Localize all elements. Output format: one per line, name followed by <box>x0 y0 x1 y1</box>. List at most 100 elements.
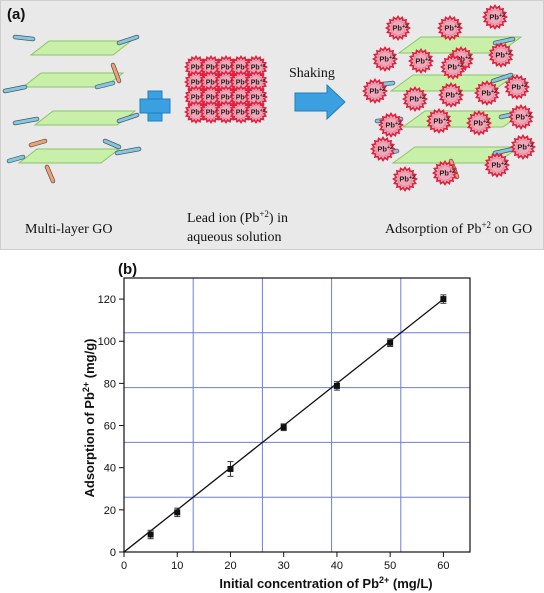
adsorption-label: Adsorption of Pb+2 on GO <box>385 220 532 237</box>
ion-label: Pb+2 <box>473 119 489 128</box>
y-tick-label: 100 <box>98 336 116 348</box>
ion-label: Pb+2 <box>251 93 266 101</box>
ion-label: Pb+2 <box>445 91 461 100</box>
functional-group <box>117 35 139 45</box>
adsorption-schematic: (a) Pb+2Pb+2Pb+2Pb+2Pb+2Pb+2Pb+2Pb+2Pb+2… <box>2 3 537 245</box>
lead-ion-icon: Pb+2 <box>369 135 397 163</box>
chart-grid <box>124 278 470 552</box>
ion-label: Pb+2 <box>433 117 449 126</box>
functional-group <box>493 37 515 45</box>
functional-group <box>111 63 121 83</box>
lead-ion-icon: Pb+2 <box>481 3 509 31</box>
data-marker <box>174 509 181 516</box>
functional-group <box>103 139 121 149</box>
shaking-label: Shaking <box>289 66 335 81</box>
ion-label: Pb+2 <box>399 175 415 184</box>
lead-ion-icon: Pb+2 <box>377 111 405 139</box>
ion-label: Pb+2 <box>447 63 463 72</box>
lead-ion-icon: Pb+2 <box>439 53 467 81</box>
ion-label: Pb+2 <box>369 87 385 96</box>
lead-ion-icon: Pb+2 <box>509 133 537 161</box>
ion-label: Pb+2 <box>489 13 505 22</box>
functional-group <box>493 147 515 155</box>
functional-group <box>7 155 25 163</box>
lead-ion-icon: Pb+2 <box>244 100 268 124</box>
lead-ion-icon: Pb+2 <box>391 165 419 193</box>
chart-ticks: 0 10 20 30 40 50 60 0 20 40 60 80 100 120 <box>98 294 450 572</box>
lead-ion-icon: Pb+2 <box>487 41 515 69</box>
lead-ion-icon: Pb+2 <box>437 81 465 109</box>
lead-ion-label-line1: Lead ion (Pb+2) in <box>187 209 288 226</box>
ion-label: Pb+2 <box>517 143 533 152</box>
x-tick-label: 60 <box>437 560 449 572</box>
lead-ion-label-line2: aqueous solution <box>187 230 282 245</box>
lead-ion-icon: Pb+2 <box>436 14 464 42</box>
graphene-oxide-sheet <box>29 40 133 56</box>
plus-icon <box>139 90 171 122</box>
right-arrow-icon <box>294 83 346 121</box>
graphene-oxide-sheet <box>17 148 121 164</box>
lead-ion-icon: Pb+2 <box>244 70 268 94</box>
data-point <box>387 338 394 347</box>
functional-group <box>45 165 55 183</box>
data-point <box>280 423 287 432</box>
ion-label: Pb+2 <box>379 55 395 64</box>
plot-frame <box>123 277 471 553</box>
lead-ion-icon: Pb+2 <box>229 70 253 94</box>
data-marker <box>440 296 447 303</box>
ion-label: Pb+2 <box>511 83 527 92</box>
ion-label: Pb+2 <box>385 121 401 130</box>
lead-ion-cluster: Pb+2Pb+2Pb+2Pb+2Pb+2Pb+2Pb+2Pb+2Pb+2Pb+2… <box>184 55 268 124</box>
lead-ion-icon: Pb+2 <box>361 77 389 105</box>
data-marker <box>147 531 154 538</box>
lead-ion-icon: Pb+2 <box>473 79 501 107</box>
chart-axes <box>123 277 471 553</box>
ion-label: Pb+2 <box>491 161 507 170</box>
data-marker <box>387 339 394 346</box>
data-point <box>147 529 154 540</box>
ion-label: Pb+2 <box>481 89 497 98</box>
ion-label: Pb+2 <box>251 108 266 116</box>
lead-ion-icon: Pb+2 <box>384 14 412 42</box>
ion-label: Pb+2 <box>392 24 408 33</box>
ion-label: Pb+2 <box>409 95 425 104</box>
x-tick-label: 50 <box>384 560 396 572</box>
ion-label: Pb+2 <box>515 113 531 122</box>
x-tick-label: 30 <box>278 560 290 572</box>
adsorption-chart: (b) 0 10 20 30 40 50 60 0 20 40 60 80 100 120 Initial… <box>81 261 471 591</box>
ion-label: Pb+2 <box>377 145 393 154</box>
graphene-oxide-sheet <box>401 110 527 128</box>
lead-ion-icon: Pb+2 <box>199 70 223 94</box>
lead-ion-icon: Pb+2 <box>503 73 531 101</box>
y-tick-label: 120 <box>98 294 116 306</box>
data-point <box>227 461 234 477</box>
data-marker <box>227 465 234 472</box>
x-tick-label: 20 <box>224 560 236 572</box>
multilayer-go-illustration <box>2 34 142 184</box>
panel-b-tag: (b) <box>118 261 137 278</box>
y-axis-label: Adsorption of Pb2+ (mg/g) <box>81 338 97 497</box>
panel-a-tag: (a) <box>7 6 25 23</box>
data-marker <box>333 382 340 389</box>
lead-ion-icon: Pb+2 <box>431 159 459 187</box>
functional-group <box>3 85 27 93</box>
data-point <box>174 507 181 518</box>
y-tick-label: 20 <box>104 505 116 517</box>
functional-group <box>29 139 47 147</box>
lead-ion-icon: Pb+2 <box>425 107 453 135</box>
ion-label: Pb+2 <box>444 24 460 33</box>
lead-ion-icon: Pb+2 <box>465 109 493 137</box>
functional-group <box>491 73 513 83</box>
y-tick-label: 60 <box>104 421 116 433</box>
functional-group <box>115 147 141 155</box>
graphene-oxide-sheet <box>33 110 137 126</box>
panel-a-schematic: (a) Pb+2Pb+2Pb+2Pb+2Pb+2Pb+2Pb+2Pb+2Pb+2… <box>0 0 544 250</box>
functional-group <box>95 81 115 89</box>
data-point <box>440 294 447 304</box>
lead-ion-icon: Pb+2 <box>401 85 429 113</box>
functional-group <box>117 113 139 123</box>
x-axis-label: Initial concentration of Pb2+ (mg/L) <box>219 575 432 591</box>
data-points <box>147 294 447 540</box>
lead-ion-icon: Pb+2 <box>371 45 399 73</box>
functional-group <box>13 35 35 41</box>
